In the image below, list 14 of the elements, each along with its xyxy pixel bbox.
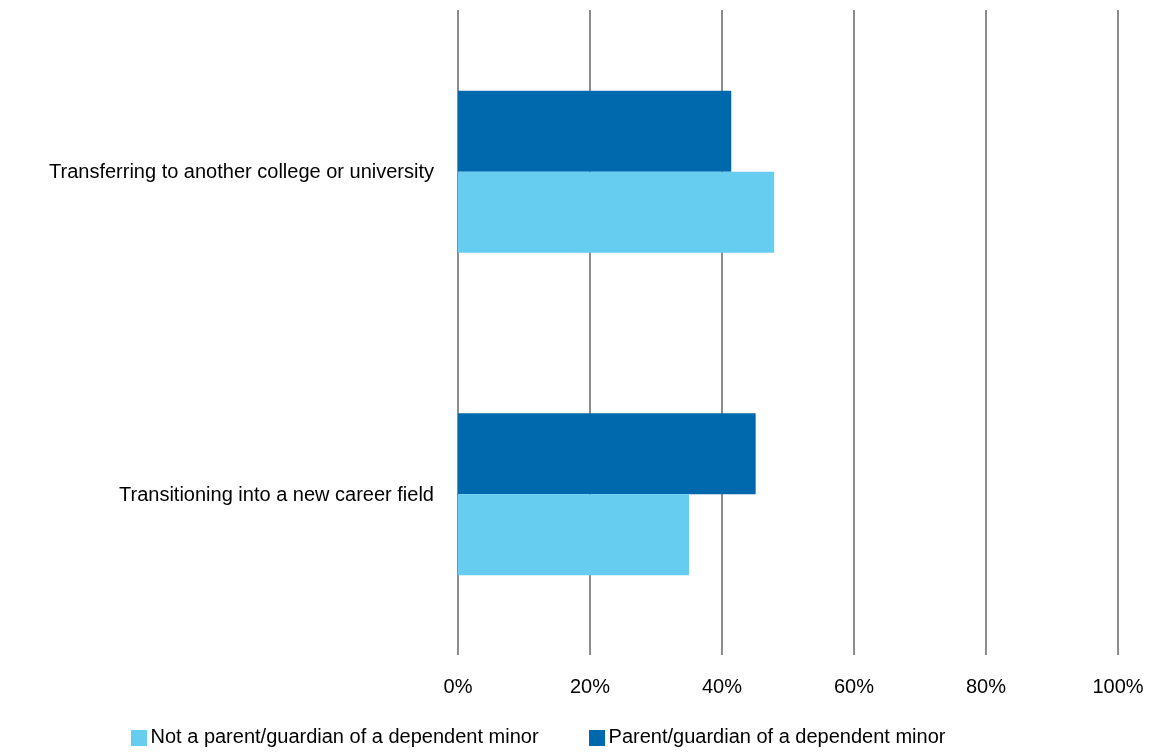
legend-label: Parent/guardian of a dependent minor <box>608 725 946 747</box>
y-tick-label: Transferring to another college or university <box>49 160 434 183</box>
x-tick-label: 20% <box>569 675 611 698</box>
x-tick-label: 40% <box>701 675 743 698</box>
bar <box>458 494 689 576</box>
x-tick-label: 0% <box>443 675 473 698</box>
legend-label: Not a parent/guardian of a dependent minor <box>150 725 539 747</box>
x-tick-label: 100% <box>1092 675 1144 698</box>
bar <box>458 171 775 253</box>
y-tick-label: Transitioning into a new career field <box>119 482 434 505</box>
bar <box>458 413 756 495</box>
bar <box>458 90 732 172</box>
x-tick-label: 60% <box>833 675 875 698</box>
x-tick-label: 80% <box>965 675 1007 698</box>
